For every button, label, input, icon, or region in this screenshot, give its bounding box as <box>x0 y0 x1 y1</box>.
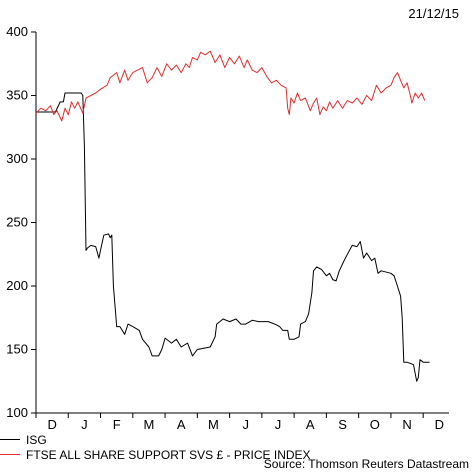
chart-axes <box>35 32 449 414</box>
legend-item-isg: ISG <box>0 432 475 447</box>
legend-swatch-ftse <box>0 454 20 455</box>
y-tick-label: 350 <box>6 88 28 103</box>
series-line-ftse <box>35 50 426 122</box>
x-tick-label: J <box>242 417 249 432</box>
x-tick-label: J <box>275 417 282 432</box>
y-tick-label: 400 <box>6 24 28 39</box>
legend-item-ftse: FTSE ALL SHARE SUPPORT SVS £ - PRICE IND… <box>0 447 475 462</box>
series-lines <box>35 50 430 382</box>
x-tick-label: F <box>113 417 121 432</box>
y-tick-label: 200 <box>6 278 28 293</box>
x-tick-label: N <box>402 417 411 432</box>
y-tick-label: 250 <box>6 215 28 230</box>
x-tick-label: M <box>144 417 155 432</box>
y-tick-label: 300 <box>6 151 28 166</box>
source-note: Source: Thomson Reuters Datastream <box>263 457 469 471</box>
y-tick-label: 150 <box>6 342 28 357</box>
legend-label-isg: ISG <box>26 432 47 447</box>
chart-date: 21/12/15 <box>408 6 459 21</box>
x-tick-label: D <box>435 417 444 432</box>
legend-label-ftse: FTSE ALL SHARE SUPPORT SVS £ - PRICE IND… <box>26 447 311 462</box>
x-tick-label: A <box>177 417 186 432</box>
y-axis-ticks: 100 150 200 250 300 350 400 <box>6 24 36 420</box>
series-line-isg <box>36 92 430 382</box>
y-tick-label: 100 <box>6 405 28 420</box>
x-tick-label: S <box>338 417 347 432</box>
x-tick-label: A <box>306 417 315 432</box>
x-tick-label: D <box>47 417 56 432</box>
x-tick-label: J <box>81 417 88 432</box>
chart-legend: ISG FTSE ALL SHARE SUPPORT SVS £ - PRICE… <box>0 432 475 462</box>
legend-swatch-isg <box>0 439 20 440</box>
x-tick-label: O <box>370 417 380 432</box>
x-tick-label: M <box>208 417 219 432</box>
